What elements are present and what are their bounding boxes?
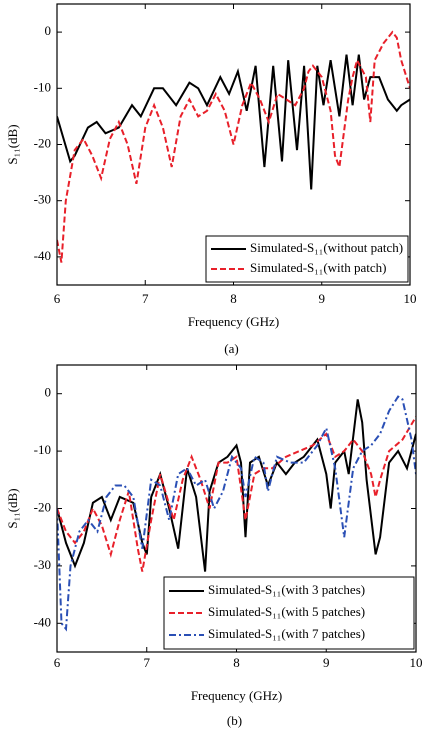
y-tick-label: 0 [45,385,52,400]
panel: 6 7 8 9 10 -40 -30 -20 -10 0 Frequency (GHz) S₁₁(dB… [5,3,417,356]
x-axis-label: Frequency (GHz) [191,688,282,703]
x-tick-label: 10 [404,291,417,306]
legend-label: Simulated-S₁₁(with 3 patches) [208,582,365,597]
y-axis-label: S₁₁(dB) [5,124,20,164]
y-tick-label: -10 [34,442,51,457]
series-line [57,30,410,263]
y-tick-label: -10 [34,79,51,94]
legend-label: Simulated-S₁₁(without patch) [250,240,403,255]
series-line [57,416,416,572]
caption: (b) [227,713,242,728]
series-group [57,30,410,263]
y-tick-label: -30 [34,557,51,572]
y-tick-label: -40 [34,248,51,263]
x-axis-label: Frequency (GHz) [188,314,279,329]
x-tick-label: 8 [233,655,240,670]
x-tick-label: 9 [319,291,326,306]
y-axis-label: S₁₁(dB) [5,488,20,528]
y-tick-label: 0 [45,23,52,38]
x-tick-label: 9 [323,655,330,670]
legend-label: Simulated-S₁₁(with patch) [250,260,387,275]
legend: Simulated-S₁₁(with 3 patches) Simulated-S… [163,576,415,650]
y-tick-label: -30 [34,192,51,207]
y-tick-label: -40 [34,614,51,629]
x-tick-label: 7 [142,291,149,306]
y-tick-label: -20 [34,135,51,150]
series-line [57,395,416,632]
y-tick-label: -20 [34,499,51,514]
plot-frame [56,364,417,653]
legend-box [163,576,415,650]
series-line [57,399,416,572]
legend-label: Simulated-S₁₁(with 5 patches) [208,604,365,619]
x-tick-label: 6 [54,291,61,306]
panel: 6 7 8 9 10 -40 -30 -20 -10 0 Frequency (GHz) S₁₁(dB… [5,364,423,728]
legend-label: Simulated-S₁₁(with 7 patches) [208,626,365,641]
series-group [57,395,416,632]
x-tick-label: 8 [230,291,237,306]
x-tick-label: 7 [144,655,151,670]
x-tick-label: 6 [54,655,61,670]
plot-frame [56,3,411,286]
caption: (a) [224,341,238,356]
series-line [57,54,410,190]
x-tick-label: 10 [410,655,423,670]
legend: Simulated-S₁₁(without patch) Simulated-S₁… [205,235,409,283]
legend-box [205,235,409,283]
